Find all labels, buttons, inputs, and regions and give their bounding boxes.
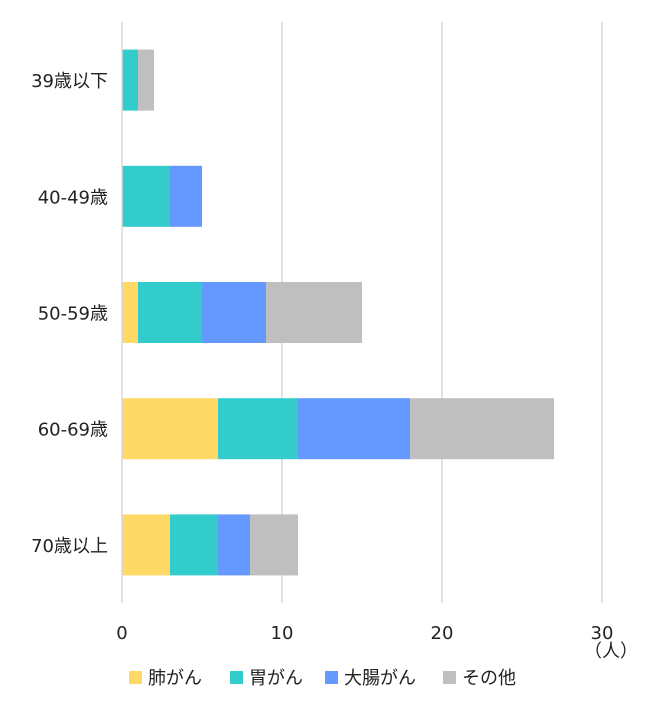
legend-swatch-3 <box>325 671 338 684</box>
legend-swatch-4 <box>443 671 456 684</box>
bar-5-series-4 <box>250 514 298 576</box>
bar-1-series-2 <box>122 49 138 111</box>
x-tick-label-30: 30 <box>591 623 614 644</box>
x-tick-labels: 0 10 20 30 <box>116 623 613 644</box>
legend: 肺がん 胃がん 大腸がん その他 <box>129 668 516 689</box>
bar-5-series-1 <box>122 514 170 576</box>
bar-5-series-3 <box>218 514 250 576</box>
x-tick-label-20: 20 <box>431 623 454 644</box>
legend-label-1: 肺がん <box>148 668 202 689</box>
bar-5-series-2 <box>170 514 218 576</box>
x-tick-label-0: 0 <box>116 623 127 644</box>
bar-3-series-2 <box>138 282 202 343</box>
x-tick-label-10: 10 <box>271 623 294 644</box>
bar-4-series-3 <box>298 398 410 460</box>
bar-4-series-2 <box>218 398 298 460</box>
legend-label-3: 大腸がん <box>344 668 416 689</box>
bar-3-series-4 <box>266 282 362 343</box>
category-label-5: 70歳以上 <box>31 536 108 557</box>
category-label-3: 50-59歳 <box>38 304 108 325</box>
legend-label-2: 胃がん <box>249 668 303 689</box>
bar-2-series-2 <box>122 165 170 227</box>
category-label-4: 60-69歳 <box>38 420 108 441</box>
bars <box>122 49 554 576</box>
bar-1-series-4 <box>138 49 154 111</box>
category-label-2: 40-49歳 <box>38 187 108 208</box>
bar-3-series-3 <box>202 282 266 343</box>
legend-label-4: その他 <box>462 668 516 689</box>
category-labels: 39歳以下 40-49歳 50-59歳 60-69歳 70歳以上 <box>31 71 108 557</box>
legend-swatch-2 <box>230 671 243 684</box>
bar-4-series-1 <box>122 398 218 460</box>
x-axis-unit: （人） <box>584 641 638 662</box>
bar-4-series-4 <box>410 398 554 460</box>
legend-swatch-1 <box>129 671 142 684</box>
category-label-1: 39歳以下 <box>31 71 108 92</box>
bar-3-series-1 <box>122 282 138 343</box>
bar-2-series-3 <box>170 165 202 227</box>
